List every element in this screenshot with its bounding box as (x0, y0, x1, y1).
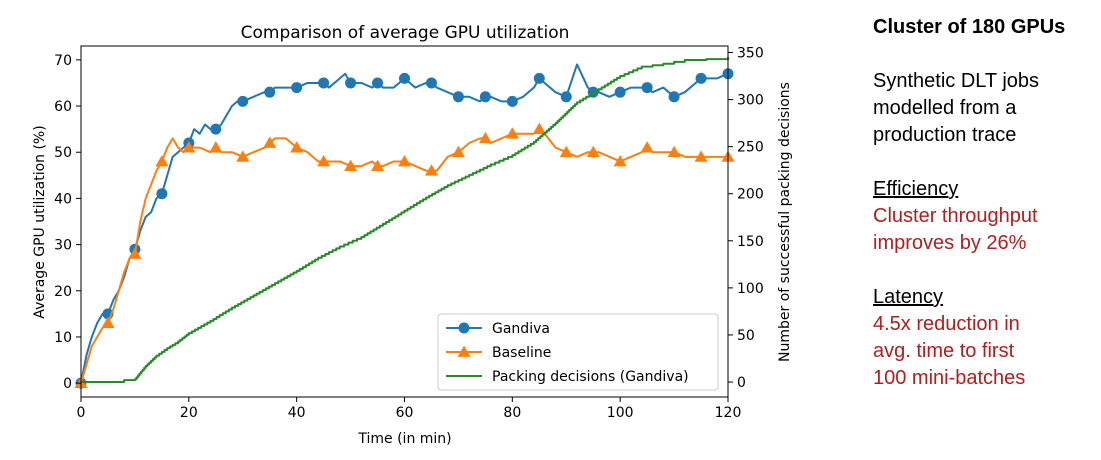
series-1-point-10 (344, 159, 358, 171)
series-1-point-7 (263, 136, 277, 148)
axes: 0 20 40 60 80 100 120 0 10 20 30 40 50 60 70 0 50 100 150 2… (54, 45, 764, 421)
series-1-point-14 (451, 145, 465, 158)
series-1-point-6 (236, 150, 250, 162)
series-0-point-18 (560, 91, 572, 103)
series-1-point-20 (613, 154, 627, 167)
series-1-point-11 (371, 159, 385, 171)
series-0-point-23 (695, 72, 707, 84)
x-tick-label-5: 100 (607, 405, 634, 421)
series-0-point-12 (399, 72, 410, 84)
y-tick-label-0: 0 (63, 376, 72, 392)
panel-description: Synthetic DLT jobs modelled from a produ… (873, 70, 1040, 146)
efficiency-title: Efficiency (873, 178, 959, 200)
x-tick-label-6: 120 (715, 405, 742, 421)
x-axis-label: Time (in min) (357, 431, 451, 447)
y2-tick-label-3: 150 (737, 234, 764, 250)
series-0-point-17 (533, 72, 545, 84)
y2-tick-label-5: 250 (737, 140, 764, 156)
series-0-point-10 (345, 77, 357, 89)
series-0-point-20 (614, 86, 626, 98)
series-1-point-8 (290, 141, 304, 153)
y2-tick-label-2: 100 (737, 281, 764, 297)
latency-title: Latency (873, 286, 944, 308)
series-1-point-9 (317, 154, 331, 167)
series-0-point-5 (210, 123, 222, 135)
legend-marker-0 (458, 322, 470, 334)
series-0-point-3 (156, 188, 168, 200)
series-1-point-16 (505, 127, 519, 139)
series-1-point-21 (640, 141, 654, 153)
series-0-point-22 (668, 91, 680, 103)
legend-box (437, 313, 719, 391)
series-0-point-8 (291, 82, 303, 94)
chart-title: Comparison of average GPU utilization (241, 23, 570, 43)
series-1-point-12 (398, 154, 411, 167)
legend-label-1: Baseline (492, 345, 551, 361)
x-tick-label-4: 80 (503, 405, 521, 421)
y2-tick-label-6: 300 (737, 93, 764, 109)
y2-tick-label-4: 200 (737, 187, 764, 203)
legend-marker-1 (457, 345, 471, 357)
series-1-point-22 (667, 145, 681, 158)
series-1-point-15 (478, 131, 492, 144)
y2-tick-label-1: 50 (737, 328, 755, 344)
y-tick-label-4: 40 (54, 191, 72, 207)
y-tick-label-6: 60 (54, 99, 72, 115)
series-0-point-21 (641, 82, 653, 94)
series-1-point-19 (586, 145, 600, 158)
series-line-2 (81, 57, 729, 384)
x-tick-label-1: 20 (180, 405, 198, 421)
series-0-point-16 (506, 95, 518, 107)
y2-tick-label-0: 0 (737, 375, 746, 391)
series-1-point-17 (532, 122, 546, 135)
chart-background (0, 0, 860, 460)
y-tick-label-3: 30 (54, 238, 72, 254)
y-tick-label-5: 50 (54, 145, 72, 161)
legend-label-2: Packing decisions (Gandiva) (492, 369, 689, 385)
plot-area (74, 57, 735, 389)
y-axis-label: Average GPU utilization (%) (32, 125, 48, 318)
legend-label-0: Gandiva (492, 321, 550, 337)
x-tick-label-0: 0 (77, 405, 86, 421)
x-tick-label-2: 40 (288, 405, 306, 421)
panel-heading: Cluster of 180 GPUs (873, 16, 1066, 38)
series-1-point-1 (101, 316, 115, 328)
series-line-1 (80, 128, 728, 384)
efficiency-text: Cluster throughput improves by 26% (873, 205, 1038, 254)
series-0-point-14 (452, 91, 464, 103)
series-1-point-2 (128, 247, 142, 259)
series-0-point-6 (237, 95, 249, 107)
series-0-point-11 (372, 77, 384, 89)
series-1-point-4 (182, 141, 196, 153)
latency-text: 4.5x reduction in avg. time to first 100… (873, 313, 1026, 389)
series-0-point-9 (318, 77, 330, 89)
summary-panel: Cluster of 180 GPUs Synthetic DLT jobs m… (873, 14, 1099, 419)
series-0-point-15 (479, 91, 491, 103)
x-tick-label-3: 60 (396, 405, 414, 421)
series-1-point-18 (559, 145, 573, 158)
series-1-point-23 (694, 150, 708, 162)
gpu-utilization-chart: Comparison of average GPU utilization Ti… (0, 0, 860, 460)
y2-axis-label: Number of successful packing decisions (777, 82, 793, 362)
legend: Gandiva Baseline Packing decisions (Gandiv… (437, 313, 719, 391)
y2-tick-label-7: 350 (737, 45, 764, 61)
series-0-point-13 (425, 77, 437, 89)
y-tick-label-1: 10 (54, 330, 72, 346)
y-tick-label-7: 70 (54, 53, 72, 69)
series-1-point-3 (155, 154, 169, 167)
series-0-point-7 (264, 86, 276, 98)
y-tick-label-2: 20 (54, 284, 72, 300)
series-1-point-13 (424, 164, 438, 176)
series-1-point-5 (209, 141, 223, 153)
